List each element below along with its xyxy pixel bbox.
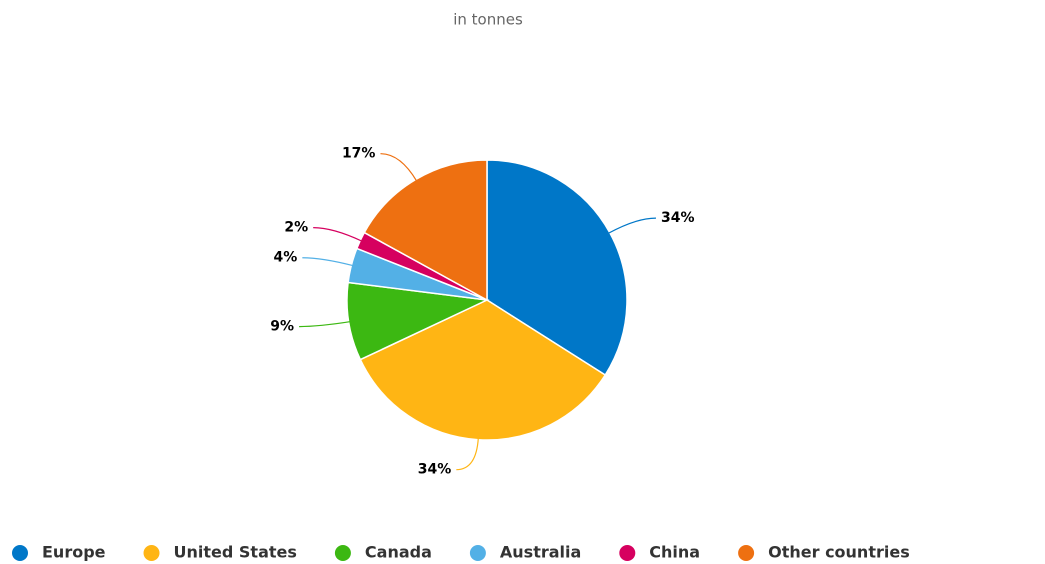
data-label: 4% — [274, 250, 298, 266]
legend-marker — [469, 545, 486, 561]
legend-label: Europe — [42, 543, 106, 562]
legend-marker — [738, 545, 755, 561]
data-label: 2% — [284, 220, 308, 236]
connector — [607, 217, 656, 235]
connector — [380, 153, 418, 182]
data-label: 17% — [342, 146, 376, 162]
connector — [456, 437, 479, 471]
legend-label: Other countries — [768, 543, 910, 562]
legend-marker — [12, 545, 28, 561]
legend-label: United States — [174, 543, 297, 562]
legend-marker — [334, 545, 351, 561]
data-label: 34% — [418, 462, 452, 478]
legend-label: China — [649, 543, 700, 562]
data-label: 9% — [270, 319, 294, 335]
connector — [302, 257, 354, 267]
legend-marker — [143, 545, 160, 561]
data-label: 34% — [661, 210, 695, 226]
connector — [299, 320, 351, 328]
legend-label: Canada — [365, 543, 432, 562]
chart-subtitle: in tonnes — [453, 11, 523, 29]
legend-label: Australia — [500, 543, 581, 562]
legend-marker — [619, 545, 636, 561]
connector — [313, 227, 363, 242]
